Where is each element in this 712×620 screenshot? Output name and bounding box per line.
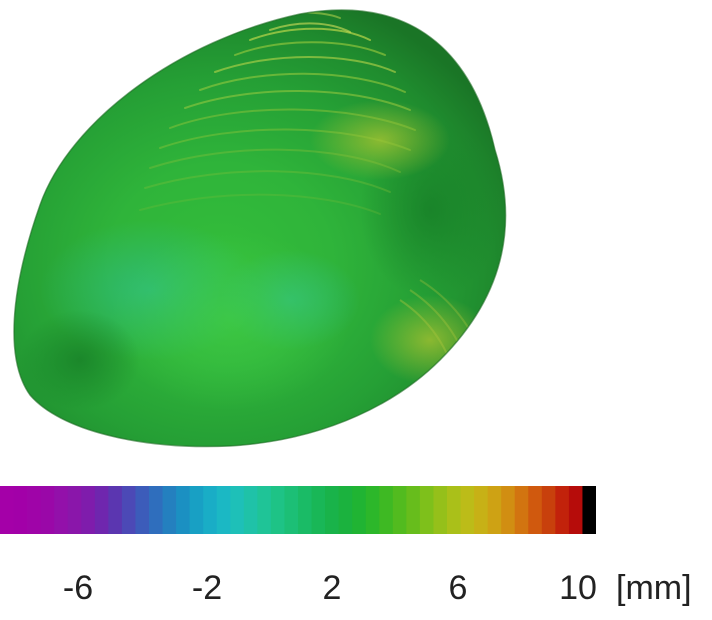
- colorbar-segment: [162, 486, 177, 534]
- colorbar-segment: [176, 486, 191, 534]
- colorbar-segment: [284, 486, 299, 534]
- colorbar-segment: [460, 486, 475, 534]
- colorbar-segment: [474, 486, 489, 534]
- colorbar-segment: [501, 486, 516, 534]
- colorbar-segment: [365, 486, 380, 534]
- surface-deviation-render: [13, 9, 507, 448]
- colorbar-tick-label: 6: [448, 569, 468, 607]
- colorbar-segment: [541, 486, 556, 534]
- colorbar-segment: [81, 486, 96, 534]
- colorbar-segment: [0, 486, 15, 534]
- colorbar-segment: [325, 486, 340, 534]
- colorbar-segment: [189, 486, 204, 534]
- yellow-region: [310, 100, 450, 180]
- dark-green-region: [20, 310, 140, 410]
- colorbar-segment: [149, 486, 164, 534]
- colorbar-segment: [13, 486, 28, 534]
- colorbar-segment: [54, 486, 69, 534]
- surface-edge: [13, 9, 507, 448]
- colorbar-segment: [257, 486, 272, 534]
- colorbar-segment: [270, 486, 286, 534]
- colorbar-segment: [352, 486, 367, 534]
- colorbar-segment: [392, 486, 407, 534]
- bright-green-region: [110, 230, 350, 410]
- colorbar-segment: [487, 486, 502, 534]
- colorbar-segment: [27, 486, 42, 534]
- colorbar-segment: [67, 486, 82, 534]
- colorbar-segment: [108, 486, 123, 534]
- colorbar-segment: [40, 486, 55, 534]
- colorbar-segment: [216, 486, 231, 534]
- colorbar-tick-label: 10: [559, 569, 597, 607]
- colorbar-segment: [135, 486, 150, 534]
- colorbar-segment: [311, 486, 326, 534]
- colorbar: [0, 486, 596, 534]
- colorbar-segment: [514, 486, 529, 534]
- colorbar-segment: [433, 486, 448, 534]
- contour-ridges: [139, 11, 416, 215]
- colorbar-segment: [338, 486, 353, 534]
- colorbar-segment: [406, 486, 421, 534]
- colorbar-segment: [230, 486, 245, 534]
- colorbar-segment: [298, 486, 313, 534]
- yellow-region: [370, 295, 490, 385]
- colorbar-unit-label: [mm]: [616, 569, 692, 607]
- colorbar-segment: [528, 486, 543, 534]
- colorbar-segment: [582, 486, 596, 534]
- colorbar-segment: [419, 486, 435, 534]
- colorbar-segment: [94, 486, 109, 534]
- colorbar-segment: [379, 486, 394, 534]
- colorbar-segment: [555, 486, 570, 534]
- colorbar-segment: [203, 486, 218, 534]
- colorbar-segment: [243, 486, 258, 534]
- colorbar-tick-label: 2: [322, 569, 342, 607]
- colorbar-segment: [568, 486, 584, 534]
- colorbar-tick-label: -6: [62, 569, 94, 607]
- colorbar-segment: [447, 486, 462, 534]
- colorbar-segment: [121, 486, 137, 534]
- colorbar-tick-label: -2: [191, 569, 223, 607]
